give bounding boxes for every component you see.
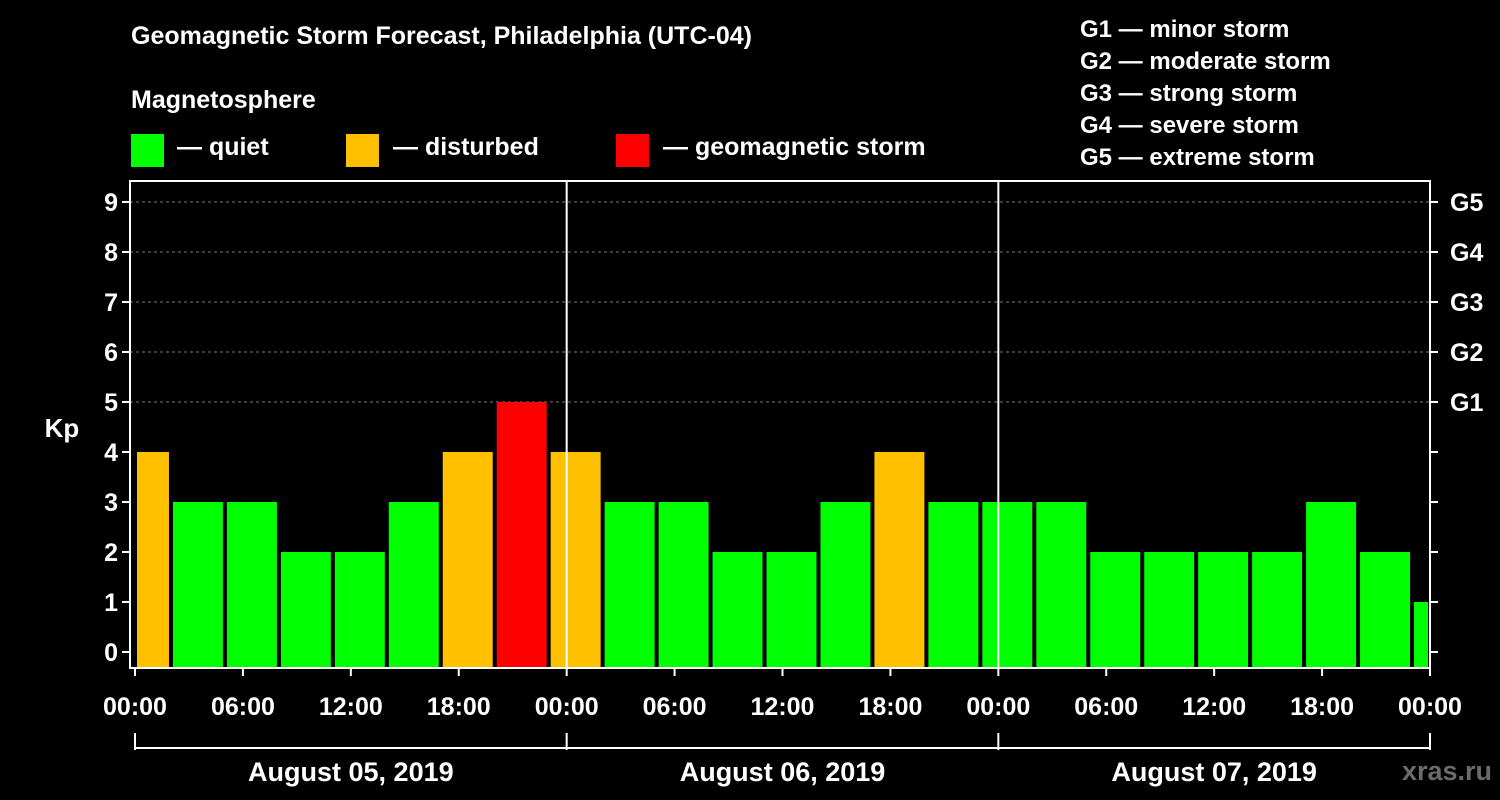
day-label-2: August 07, 2019 (1111, 757, 1317, 787)
kp-bar-3 (280, 552, 331, 668)
kp-bar-10 (658, 502, 709, 668)
kp-bar-4 (334, 552, 385, 668)
g-level-label-G2: G2 (1450, 339, 1483, 367)
kp-bar-9 (604, 502, 655, 668)
y-tick-label-0: 0 (104, 639, 118, 667)
y-tick-label-3: 3 (104, 489, 118, 517)
y-tick-label-9: 9 (104, 189, 118, 217)
legend-swatch-quiet (131, 134, 164, 167)
kp-bar-21 (1252, 552, 1303, 668)
g-level-label-G1: G1 (1450, 389, 1483, 417)
legend-label-disturbed: — disturbed (393, 133, 539, 161)
day-label-1: August 06, 2019 (680, 757, 886, 787)
kp-bar-13 (820, 502, 871, 668)
x-tick-label-0: 00:00 (103, 693, 167, 721)
legend-heading: Magnetosphere (131, 86, 316, 114)
kp-bar-19 (1144, 552, 1195, 668)
x-tick-label-9: 06:00 (1074, 693, 1138, 721)
x-tick-label-12: 00:00 (1398, 693, 1462, 721)
kp-bar-14 (874, 452, 925, 668)
g-scale-g3: G3 — strong storm (1080, 80, 1298, 107)
legend-label-quiet: — quiet (177, 133, 269, 161)
kp-bar-5 (388, 502, 439, 668)
g-scale-g2: G2 — moderate storm (1080, 48, 1331, 75)
kp-bar-22 (1306, 502, 1357, 668)
x-tick-label-10: 12:00 (1182, 693, 1246, 721)
x-tick-label-7: 18:00 (858, 693, 922, 721)
x-tick-label-3: 18:00 (427, 693, 491, 721)
kp-bar-20 (1198, 552, 1249, 668)
g-level-label-G5: G5 (1450, 189, 1483, 217)
x-tick-label-2: 12:00 (319, 693, 383, 721)
y-axis-label: Kp (45, 413, 80, 443)
kp-bar-17 (1036, 502, 1087, 668)
kp-bar-1 (172, 502, 223, 668)
chart-title: Geomagnetic Storm Forecast, Philadelphia… (131, 22, 752, 50)
y-tick-label-6: 6 (104, 339, 118, 367)
x-tick-label-5: 06:00 (643, 693, 707, 721)
kp-bar-7 (496, 402, 547, 668)
kp-bar-16 (982, 502, 1033, 668)
plot-frame (129, 180, 1431, 669)
x-tick-label-4: 00:00 (535, 693, 599, 721)
g-level-label-G3: G3 (1450, 289, 1483, 317)
kp-bar-2 (226, 502, 277, 668)
branding: xras.ru (1401, 756, 1492, 786)
x-tick-label-6: 12:00 (751, 693, 815, 721)
x-tick-label-11: 18:00 (1290, 693, 1354, 721)
legend-swatch-storm (616, 134, 649, 167)
kp-bar-8 (550, 452, 601, 668)
day-label-0: August 05, 2019 (248, 757, 454, 787)
kp-bar-12 (766, 552, 817, 668)
x-tick-label-1: 06:00 (211, 693, 275, 721)
y-tick-label-8: 8 (104, 239, 118, 267)
x-tick-label-8: 00:00 (966, 693, 1030, 721)
y-tick-label-5: 5 (104, 389, 118, 417)
kp-bar-6 (442, 452, 493, 668)
y-tick-label-2: 2 (104, 539, 118, 567)
kp-bar-15 (928, 502, 979, 668)
y-tick-label-7: 7 (104, 289, 118, 317)
g-scale-g5: G5 — extreme storm (1080, 144, 1315, 171)
g-scale-g1: G1 — minor storm (1080, 16, 1290, 43)
y-tick-label-1: 1 (104, 589, 118, 617)
legend-label-storm: — geomagnetic storm (663, 133, 926, 161)
kp-bar-0 (137, 452, 169, 668)
g-scale-g4: G4 — severe storm (1080, 112, 1299, 139)
kp-bar-24 (1414, 602, 1428, 668)
y-tick-label-4: 4 (104, 439, 118, 467)
kp-bar-11 (712, 552, 763, 668)
kp-bar-18 (1090, 552, 1141, 668)
legend-swatch-disturbed (346, 134, 379, 167)
g-level-label-G4: G4 (1450, 239, 1483, 267)
kp-bar-23 (1360, 552, 1411, 668)
